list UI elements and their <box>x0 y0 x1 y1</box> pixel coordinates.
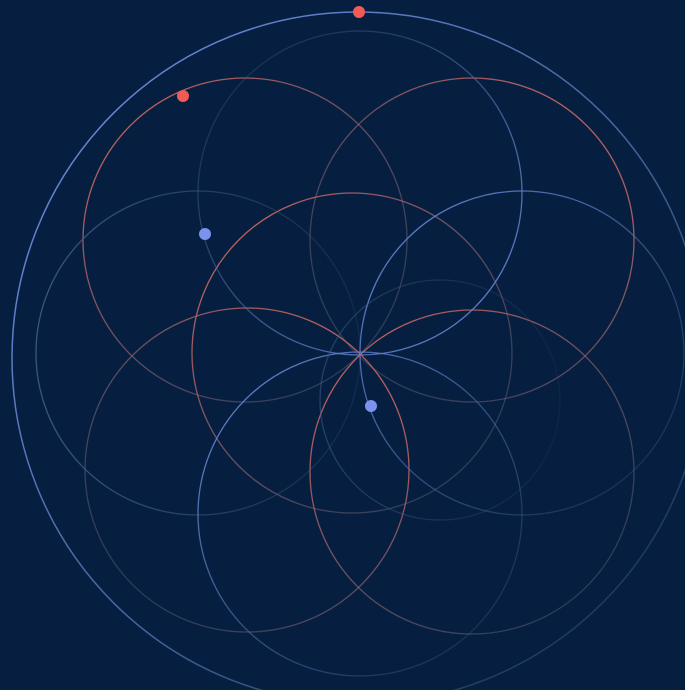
red-ring-center <box>191 192 513 514</box>
red-ring-top-right <box>309 77 635 403</box>
red-ring-top-left <box>82 77 408 403</box>
blue-dot-left <box>199 228 211 240</box>
red-ring-bottom-right <box>309 309 635 635</box>
red-ring-bottom-left <box>84 307 410 633</box>
blue-dot-center <box>365 400 377 412</box>
blue-ring-lower-right <box>319 279 561 521</box>
blue-ring-lower <box>197 351 523 677</box>
red-dot-top <box>353 6 365 18</box>
red-dot-upper-left <box>177 90 189 102</box>
